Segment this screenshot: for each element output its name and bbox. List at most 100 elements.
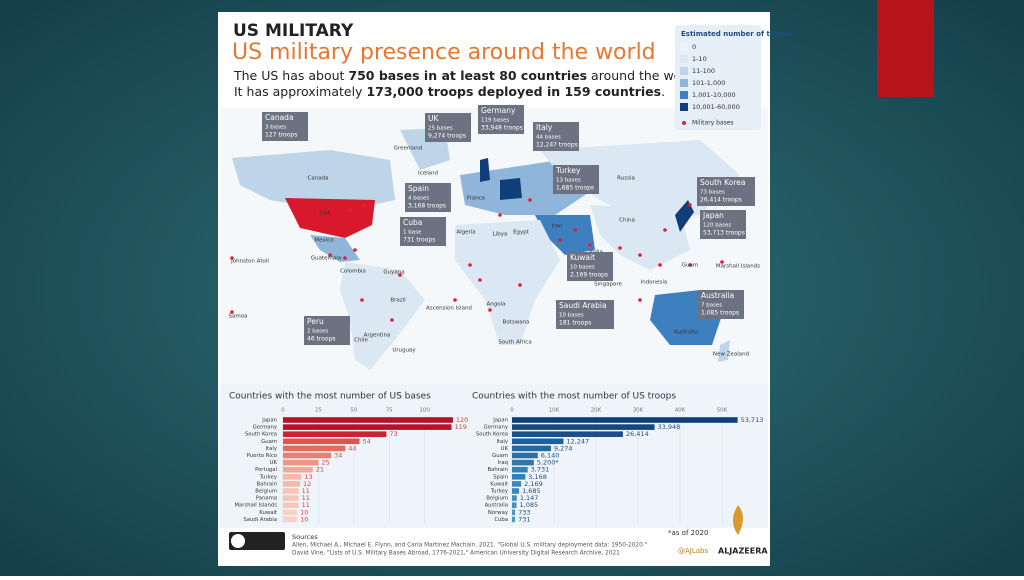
text: It has approximately <box>234 84 366 99</box>
value-label: 733 <box>518 508 530 516</box>
map-label: Canada <box>308 176 329 182</box>
category-label: Turkey <box>259 474 277 480</box>
legend-dot <box>682 121 686 125</box>
base-dot <box>488 308 492 312</box>
bar <box>283 509 298 516</box>
map-label: China <box>619 218 635 224</box>
category-label: Saudi Arabia <box>243 517 277 523</box>
map-label: Guam <box>682 263 698 269</box>
callout-name: Spain <box>408 184 429 193</box>
legend-label: 1,001-10,000 <box>692 91 736 99</box>
text-bold: 173,000 troops deployed in 159 countries <box>366 84 661 99</box>
world-map <box>232 128 740 370</box>
category-label: South Korea <box>245 432 277 438</box>
value-label: 73 <box>389 430 397 438</box>
value-label: 26,414 <box>626 430 649 438</box>
map-label: France <box>467 196 486 202</box>
bar <box>512 431 623 437</box>
japan <box>675 200 694 232</box>
callout-bases: 119 bases <box>481 118 509 124</box>
callout-box <box>533 122 579 151</box>
map-label: Guyana <box>383 270 404 276</box>
x-tick-label: 50 <box>350 408 357 414</box>
base-dot <box>528 198 532 202</box>
base-dot <box>230 256 234 260</box>
callout-troops: 12,247 troops <box>536 142 578 149</box>
map-label: Libya <box>493 232 508 238</box>
category-label: South Korea <box>476 432 508 438</box>
base-dot <box>390 318 394 322</box>
value-label: 2,169 <box>524 480 543 488</box>
base-dot <box>360 298 364 302</box>
bar <box>512 424 655 430</box>
callout-bases: 44 bases <box>536 135 561 141</box>
value-label: 54 <box>362 437 370 445</box>
callout-bases: 10 bases <box>570 265 595 271</box>
value-label: 44 <box>348 444 356 452</box>
legend-label: 0 <box>692 43 696 51</box>
base-dot <box>398 273 402 277</box>
legend-swatch <box>680 103 688 111</box>
map-label: Iceland <box>418 171 438 177</box>
legend-label: 11-100 <box>692 67 715 75</box>
brand: ALJAZEERA <box>718 547 768 556</box>
callout-bases: 3 bases <box>265 125 286 131</box>
callout-name: Australia <box>701 291 734 300</box>
central-america <box>310 235 360 262</box>
category-label: Japan <box>261 418 277 424</box>
map-label: Argentina <box>364 333 391 339</box>
credit: @AJLabs <box>678 547 708 555</box>
callout-troops: 2,169 troops <box>570 272 608 279</box>
callout-box <box>556 300 614 329</box>
callout-troops: 9,274 troops <box>428 133 466 140</box>
callout-troops: 53,713 troops <box>703 230 745 237</box>
text: around the world. <box>587 68 702 83</box>
callout-bases: 4 bases <box>408 196 429 202</box>
category-label: Belgium <box>255 489 277 495</box>
callout-name: Canada <box>265 113 294 122</box>
category-label: Germany <box>253 425 277 431</box>
legend-title: Estimated number of troops <box>681 30 792 38</box>
map-label: Brazil <box>390 298 406 304</box>
legend-swatch <box>680 55 688 63</box>
bar <box>283 431 387 437</box>
value-label: 1,147 <box>520 494 539 502</box>
map-label: USA <box>319 211 331 217</box>
bar <box>283 516 298 523</box>
callout-name: Turkey <box>555 166 581 175</box>
base-dot <box>498 213 502 217</box>
legend-label: 10,001-60,000 <box>692 103 740 111</box>
chart-title: Countries with the most number of US bas… <box>229 392 431 402</box>
base-dot <box>328 253 332 257</box>
base-dot <box>478 278 482 282</box>
value-label: 9,274 <box>554 444 573 452</box>
callout-box <box>425 113 471 142</box>
bar <box>512 445 551 452</box>
callout-box <box>698 290 744 319</box>
bar <box>283 474 302 480</box>
category-label: Guam <box>492 453 508 459</box>
x-tick-label: 100 <box>419 408 430 414</box>
map-label: Johnston Atoll <box>230 259 269 265</box>
callout-bases: 120 bases <box>703 223 731 229</box>
south-america <box>340 262 425 370</box>
middle-east <box>535 215 595 255</box>
map-label: Botswana <box>503 320 530 326</box>
map-label: Russia <box>617 176 635 182</box>
map-label: Algeria <box>456 230 475 236</box>
x-tick-label: 10K <box>549 408 560 414</box>
charts: Countries with the most number of US bas… <box>229 392 763 524</box>
callout-box <box>304 316 350 345</box>
base-dot <box>518 283 522 287</box>
map-label: Chile <box>354 338 368 344</box>
bar <box>512 438 564 445</box>
base-dot <box>353 248 357 252</box>
x-tick-label: 0 <box>510 408 514 414</box>
base-dot <box>558 238 562 242</box>
category-label: Guam <box>261 439 277 445</box>
callout-box <box>567 252 613 281</box>
callout-box <box>553 165 599 194</box>
map-label: Uruguay <box>392 348 416 354</box>
map-label: Egypt <box>513 230 530 236</box>
